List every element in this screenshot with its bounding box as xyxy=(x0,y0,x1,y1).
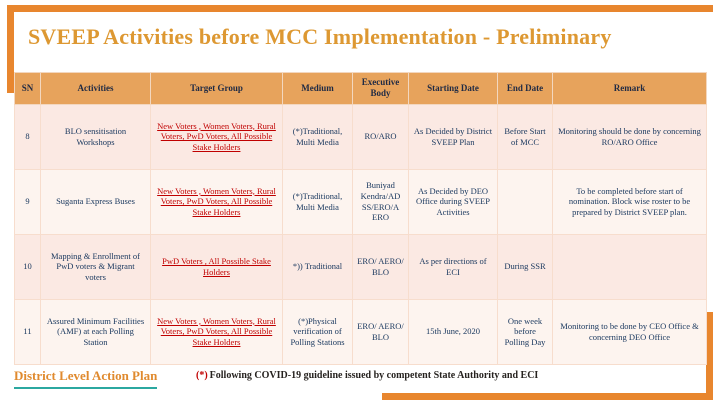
target-group-link[interactable]: New Voters , Women Voters, Rural Voters,… xyxy=(150,168,283,235)
covid-footnote: (*) Following COVID-19 guideline issued b… xyxy=(196,370,538,381)
cell-medium: (*)Physical verification of Polling Stat… xyxy=(282,298,353,365)
cell-executive-body: Buniyad Kendra/AD SS/ERO/A ERO xyxy=(352,168,409,235)
column-header-target-group: Target Group xyxy=(150,72,283,105)
frame-bottom-bar xyxy=(382,393,713,400)
table-row: 9 Suganta Express Buses New Voters , Wom… xyxy=(14,168,707,235)
cell-executive-body: ERO/ AERO/ BLO xyxy=(352,233,409,300)
page-title: SVEEP Activities before MCC Implementati… xyxy=(28,24,612,49)
cell-executive-body: RO/ARO xyxy=(352,103,409,170)
column-header-end-date: End Date xyxy=(497,72,553,105)
cell-remark: To be completed before start of nominati… xyxy=(552,168,707,235)
cell-activities: Mapping & Enrollment of PwD voters & Mig… xyxy=(40,233,151,300)
frame-top-bar xyxy=(7,5,713,12)
activities-table: SN Activities Target Group Medium Execut… xyxy=(14,72,707,365)
cell-sn: 8 xyxy=(14,103,41,170)
column-header-remark: Remark xyxy=(552,72,707,105)
cell-activities: BLO sensitisation Workshops xyxy=(40,103,151,170)
footer-title: District Level Action Plan xyxy=(14,368,158,389)
cell-end-date: During SSR xyxy=(497,233,553,300)
frame-left-bar xyxy=(7,5,14,93)
cell-end-date: One week before Polling Day xyxy=(497,298,553,365)
target-group-link[interactable]: PwD Voters , All Possible Stake Holders xyxy=(150,233,283,300)
table-row: 11 Assured Minimum Facilities (AMF) at e… xyxy=(14,298,707,365)
footnote-text: Following COVID-19 guideline issued by c… xyxy=(209,370,539,381)
column-header-activities: Activities xyxy=(40,72,151,105)
cell-activities: Suganta Express Buses xyxy=(40,168,151,235)
target-group-link[interactable]: New Voters , Women Voters, Rural Voters,… xyxy=(150,298,283,365)
cell-sn: 11 xyxy=(14,298,41,365)
cell-end-date xyxy=(497,168,553,235)
column-header-starting-date: Starting Date xyxy=(408,72,498,105)
column-header-sn: SN xyxy=(14,72,41,105)
table-row: 8 BLO sensitisation Workshops New Voters… xyxy=(14,103,707,170)
table-row: 10 Mapping & Enrollment of PwD voters & … xyxy=(14,233,707,300)
cell-remark: Monitoring to be done by CEO Office & co… xyxy=(552,298,707,365)
cell-starting-date: As per directions of ECI xyxy=(408,233,498,300)
target-group-link[interactable]: New Voters , Women Voters, Rural Voters,… xyxy=(150,103,283,170)
cell-sn: 10 xyxy=(14,233,41,300)
cell-remark xyxy=(552,233,707,300)
cell-end-date: Before Start of MCC xyxy=(497,103,553,170)
cell-executive-body: ERO/ AERO/ BLO xyxy=(352,298,409,365)
cell-sn: 9 xyxy=(14,168,41,235)
frame-right-bar xyxy=(706,312,713,400)
cell-medium: (*)Traditional, Multi Media xyxy=(282,168,353,235)
header-row: SN Activities Target Group Medium Execut… xyxy=(14,72,707,105)
cell-starting-date: 15th June, 2020 xyxy=(408,298,498,365)
column-header-executive-body: Executive Body xyxy=(352,72,409,105)
cell-starting-date: As Decided by DEO Office during SVEEP Ac… xyxy=(408,168,498,235)
cell-starting-date: As Decided by District SVEEP Plan xyxy=(408,103,498,170)
cell-medium: *)) Traditional xyxy=(282,233,353,300)
cell-activities: Assured Minimum Facilities (AMF) at each… xyxy=(40,298,151,365)
cell-medium: (*)Traditional, Multi Media xyxy=(282,103,353,170)
footnote-asterisk: (*) xyxy=(196,370,208,381)
cell-remark: Monitoring should be done by concerning … xyxy=(552,103,707,170)
column-header-medium: Medium xyxy=(282,72,353,105)
